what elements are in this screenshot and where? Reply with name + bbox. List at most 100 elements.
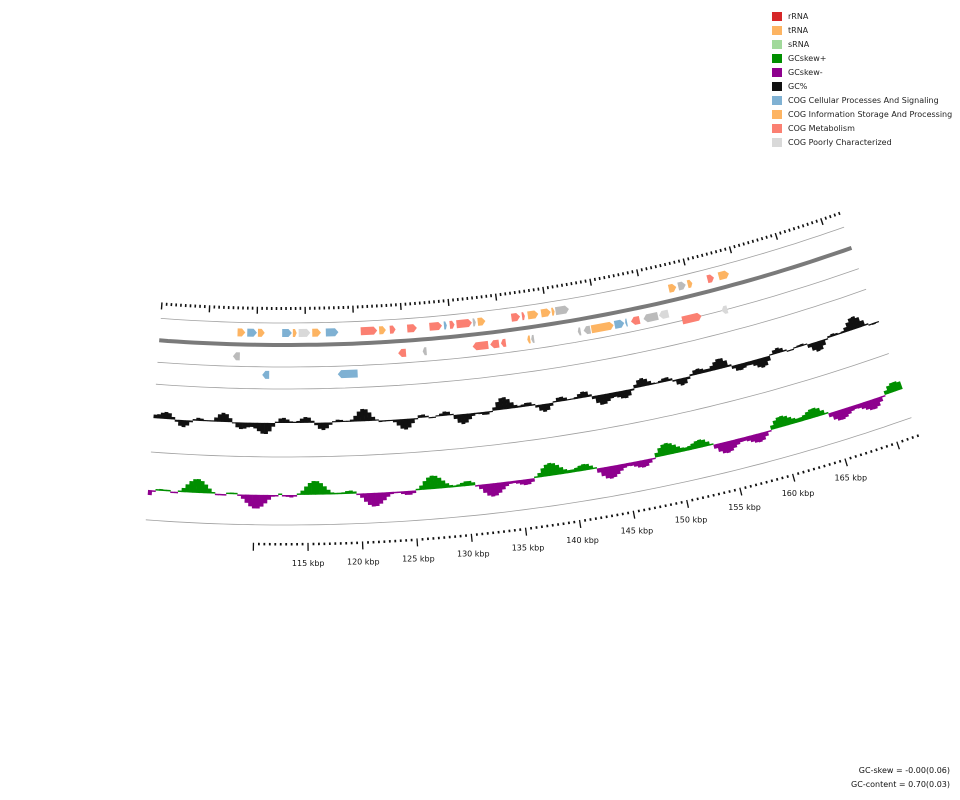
outer-tick [733,244,736,249]
outer-tick [806,222,809,226]
ruler-tick [739,487,743,496]
skew-positive-bar [775,416,783,429]
gc-bar [709,365,715,372]
skew-negative-bar [147,489,153,496]
gc-content-track [153,315,880,435]
outer-tick [645,267,648,271]
ruler-tick [854,455,857,458]
gc-bar [803,343,808,346]
outer-tick [829,214,832,219]
gc-bar [289,421,294,423]
guide-line [157,268,859,368]
skew-positive-bar [667,442,674,455]
gc-bar [495,401,500,411]
gc-bar [573,396,578,400]
outer-tick [593,277,596,281]
gc-bar [748,360,754,366]
ruler-tick [833,461,837,465]
skew-positive-bar [798,416,804,422]
skew-negative-bar [607,465,614,479]
skew-negative-bar [248,494,253,507]
ruler-tick [896,441,901,450]
ruler-tick [859,453,863,457]
skew-negative-bar [412,490,417,494]
skew-positive-bar [452,485,457,488]
gene-arrow [472,340,489,351]
outer-tick [810,221,814,225]
ruler-label: 160 kbp [782,489,815,498]
gc-bar [630,388,635,391]
gene-arrow [531,334,535,343]
skew-negative-bar [222,493,227,496]
skew-negative-bar [289,494,294,498]
outer-tick [801,224,805,228]
gc-bar [722,360,729,368]
gc-bar [349,419,354,422]
ruler-tick [849,456,852,460]
skew-negative-bar [218,493,223,496]
gc-bar [267,422,272,432]
skew-negative-bar [389,491,394,495]
gc-bar [782,349,787,352]
gc-bar [509,402,515,409]
gene-arrow [282,328,292,337]
guide-line [145,417,912,526]
skew-negative-bar [622,463,628,469]
gc-bar [164,411,169,420]
skew-negative-bar [408,490,413,495]
gc-bar [555,397,561,403]
outer-tick [668,261,671,266]
legend-label: rRNA [788,11,809,21]
legend-item: GCskew+ [772,51,952,65]
ruler-tick [812,467,816,471]
skew-negative-bar [530,478,535,483]
skew-negative-bar [831,411,839,420]
skew-positive-bar [687,445,692,451]
skew-positive-bar [159,488,164,491]
gc-bar [595,395,601,404]
gc-bar [854,316,862,329]
skew-positive-bar [562,468,568,474]
skew-negative-bar [644,458,650,467]
gc-bar [527,402,532,407]
gc-bar [199,418,204,422]
outer-tick [783,229,787,234]
skew-positive-bar [226,492,231,495]
skew-negative-bar [526,478,532,485]
backbone-line [159,246,853,347]
gene-arrow [247,328,257,337]
gc-bar [699,368,704,374]
outer-tick-ring [160,211,841,314]
gc-bar [246,422,251,428]
skew-negative-bar [596,467,602,473]
ruler-tick [669,503,673,507]
gc-bar [612,391,618,398]
outer-tick [765,235,768,239]
gene-arrow [472,318,476,327]
outer-tick [631,270,634,274]
skew-negative-bar [763,430,769,437]
skew-negative-bar [497,482,503,494]
ruler-label: 135 kbp [512,544,545,553]
gc-bar [185,420,190,426]
gc-bar [403,418,409,430]
skew-positive-bar [433,475,439,489]
ruler-tick [796,472,800,476]
legend-item: sRNA [772,37,952,51]
gc-bar [523,402,529,407]
skew-positive-bar [296,493,301,495]
gc-bar [759,357,766,369]
outer-tick [788,228,791,232]
skew-positive-bar [683,447,689,452]
ruler-tick [760,482,763,485]
gene-arrow [630,315,641,325]
skew-positive-bar [804,411,811,420]
skew-negative-bar [512,480,517,484]
gc-bar [339,419,344,423]
gene-arrow [590,321,614,334]
gc-bar [371,416,376,421]
skew-negative-bar [713,443,719,449]
gc-bar [285,419,290,423]
gc-bar [282,417,286,423]
